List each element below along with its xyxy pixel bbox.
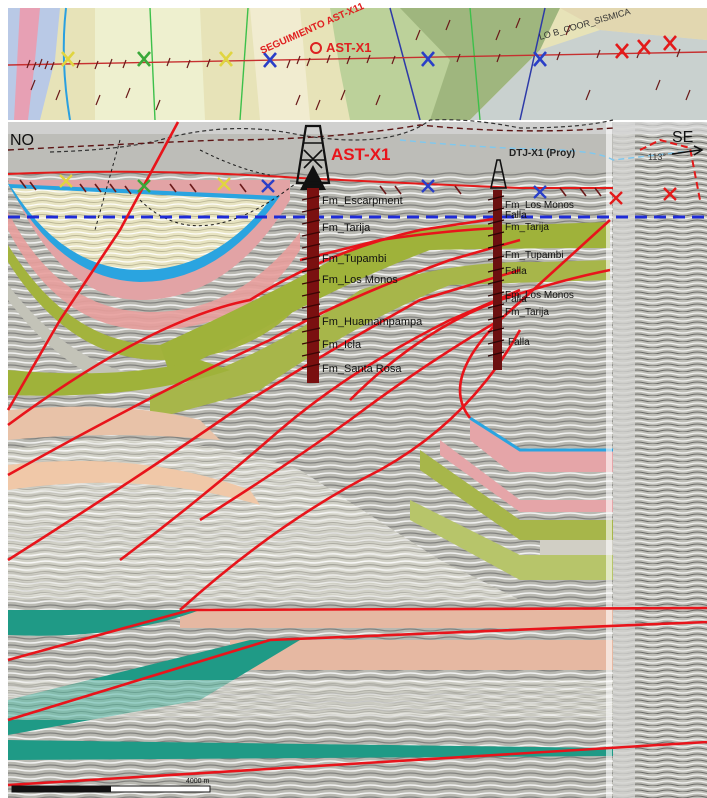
formation-label: Fm_Santa Rosa (322, 363, 402, 375)
well-ast-x1: AST-X1 (295, 124, 391, 383)
formation-labels-dtj-x1: Fm_Los Monos Falla Fm_Tarija Fm_Tupambi … (505, 200, 574, 348)
formation-label: Falla (505, 294, 527, 305)
formation-label: Fm_Tarija (505, 222, 549, 233)
azimuth-label: 113° (648, 152, 666, 162)
well-dtj-x1: DTJ-X1 (Proy) (487, 148, 575, 370)
corner-label-no: NO (10, 132, 34, 149)
formation-label: Fm_Los Monos (505, 200, 574, 211)
well-dtj-x1-label: DTJ-X1 (Proy) (509, 148, 575, 159)
surface-dip-markers (19, 174, 677, 205)
formation-label: Fm_Los Monos (322, 274, 398, 286)
formation-label: Fm_Huamampampa (322, 316, 423, 328)
formation-labels-ast-x1: Fm_Escarpment Fm_Tarija Fm_Tupambi Fm_Lo… (322, 195, 423, 375)
formation-label: Fm_Los Monos (505, 290, 574, 301)
formation-label: Fm_Tarija (322, 222, 371, 234)
formation-label: Fm_Tupambi (322, 253, 386, 265)
scale-bar: 4000 m (11, 778, 211, 793)
formation-label: Fm_Tarija (505, 307, 549, 318)
formation-label: Falla (508, 337, 530, 348)
azimuth-arrow-icon (671, 145, 704, 156)
location-map: SEGUIMIENTO AST-X11 AST-X1 LO B_COOR_SIS… (7, 1, 707, 121)
formation-label: Fm_Tupambi (505, 250, 564, 261)
surface-topography (7, 119, 701, 231)
map-label-ast-x1: AST-X1 (326, 40, 372, 55)
formation-label: Falla (505, 210, 527, 221)
corner-label-se: SE (672, 129, 693, 146)
formation-label: Fm_Escarpment (322, 195, 403, 207)
scale-bar-label: 4000 m (186, 778, 210, 785)
well-ast-x1-label: AST-X1 (331, 145, 391, 164)
formation-label: Falla (505, 266, 527, 277)
formation-label: Fm_Icla (322, 339, 362, 351)
